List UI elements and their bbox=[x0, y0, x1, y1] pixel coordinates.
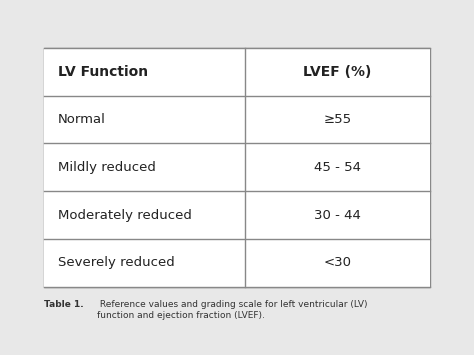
Bar bbox=[44, 95, 430, 143]
Bar bbox=[44, 48, 430, 95]
Text: LV Function: LV Function bbox=[57, 65, 148, 79]
Text: <30: <30 bbox=[323, 256, 352, 269]
Text: Mildly reduced: Mildly reduced bbox=[57, 161, 155, 174]
Text: 45 - 54: 45 - 54 bbox=[314, 161, 361, 174]
Bar bbox=[44, 239, 430, 286]
Text: ≥55: ≥55 bbox=[323, 113, 352, 126]
Text: 30 - 44: 30 - 44 bbox=[314, 208, 361, 222]
Bar bbox=[44, 48, 430, 286]
Bar bbox=[44, 191, 430, 239]
Text: Normal: Normal bbox=[57, 113, 105, 126]
Bar bbox=[44, 143, 430, 191]
Text: LVEF (%): LVEF (%) bbox=[303, 65, 372, 79]
Text: Severely reduced: Severely reduced bbox=[57, 256, 174, 269]
Text: Reference values and grading scale for left ventricular (LV)
function and ejecti: Reference values and grading scale for l… bbox=[97, 300, 367, 320]
Text: Moderately reduced: Moderately reduced bbox=[57, 208, 191, 222]
Text: Table 1.: Table 1. bbox=[44, 300, 83, 309]
